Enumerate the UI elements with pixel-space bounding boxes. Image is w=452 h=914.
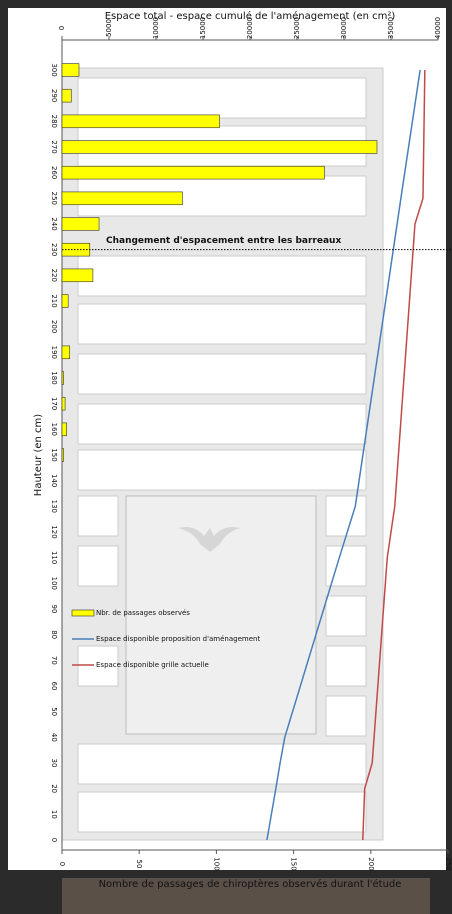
- y-tick-label: 280: [50, 115, 58, 128]
- bar: [62, 269, 93, 282]
- bar: [62, 372, 64, 385]
- top-tick-label: 30000: [340, 17, 348, 39]
- y-tick-label: 240: [50, 217, 58, 230]
- y-tick-label: 80: [50, 630, 58, 639]
- top-tick-label: 15000: [199, 17, 207, 39]
- y-tick-label: 260: [50, 166, 58, 179]
- drawing: [62, 68, 383, 840]
- x-tick-label: 50: [135, 860, 143, 869]
- bottom-axis-title: Nombre de passages de chiroptères observ…: [99, 878, 402, 890]
- legend-swatch: [72, 610, 94, 616]
- bar: [62, 397, 65, 410]
- y-tick-label: 300: [50, 63, 58, 76]
- y-tick-label: 10: [50, 810, 58, 819]
- y-tick-label: 30: [50, 759, 58, 768]
- bar: [62, 115, 219, 128]
- bar: [62, 141, 377, 154]
- y-tick-label: 270: [50, 140, 58, 153]
- y-tick-label: 190: [50, 346, 58, 359]
- top-tick-label: 35000: [387, 17, 395, 39]
- y-tick-label: 0: [50, 838, 58, 842]
- top-tick-label: 0: [58, 26, 66, 30]
- top-tick-label: 10000: [152, 17, 160, 39]
- bar: [62, 295, 68, 308]
- y-tick-label: 90: [50, 605, 58, 614]
- y-tick-label: 130: [50, 500, 58, 513]
- y-tick-label: 50: [50, 707, 58, 716]
- y-tick-label: 40: [50, 733, 58, 742]
- y-tick-label: 210: [50, 294, 58, 307]
- y-axis-title: Hauteur (en cm): [33, 414, 44, 496]
- legend-label: Espace disponible proposition d'aménagem…: [96, 635, 260, 643]
- page: {"chart_data":[ {"type":"bar","orientati…: [0, 0, 452, 914]
- y-tick-label: 70: [50, 656, 58, 665]
- x-tick-label: 100: [212, 857, 220, 870]
- x-tick-label: 200: [367, 857, 375, 870]
- top-tick-label: 40000: [434, 17, 442, 39]
- y-tick-label: 290: [50, 89, 58, 102]
- y-tick-label: 60: [50, 682, 58, 691]
- x-tick-label: 150: [290, 857, 298, 870]
- y-tick-label: 180: [50, 371, 58, 384]
- y-tick-label: 200: [50, 320, 58, 333]
- bar: [62, 218, 99, 231]
- bar: [62, 449, 64, 462]
- y-tick-label: 160: [50, 423, 58, 436]
- bar: [62, 346, 70, 359]
- bar: [62, 192, 182, 205]
- bar: [62, 423, 67, 436]
- y-tick-label: 110: [50, 551, 58, 564]
- y-tick-label: 250: [50, 192, 58, 205]
- x-tick-label: 250: [444, 857, 452, 870]
- top-tick-label: 5000: [105, 19, 113, 37]
- y-tick-label: 140: [50, 474, 58, 487]
- annotation: Changement d'espacement entre les barrea…: [106, 236, 341, 246]
- y-tick-label: 20: [50, 784, 58, 793]
- y-tick-label: 220: [50, 269, 58, 282]
- y-tick-label: 230: [50, 243, 58, 256]
- legend-label: Espace disponible grille actuelle: [96, 661, 209, 669]
- legend-label: Nbr. de passages observés: [96, 609, 190, 617]
- x-tick-label: 0: [58, 862, 66, 866]
- bar: [62, 166, 324, 179]
- y-tick-label: 100: [50, 577, 58, 590]
- y-tick-label: 150: [50, 448, 58, 461]
- y-tick-label: 170: [50, 397, 58, 410]
- y-tick-label: 120: [50, 525, 58, 538]
- bar: [62, 89, 71, 102]
- top-tick-label: 25000: [293, 17, 301, 39]
- chart: Espace total - espace cumulé de l'aménag…: [0, 0, 452, 914]
- bar: [62, 64, 79, 77]
- top-tick-label: 20000: [246, 17, 254, 39]
